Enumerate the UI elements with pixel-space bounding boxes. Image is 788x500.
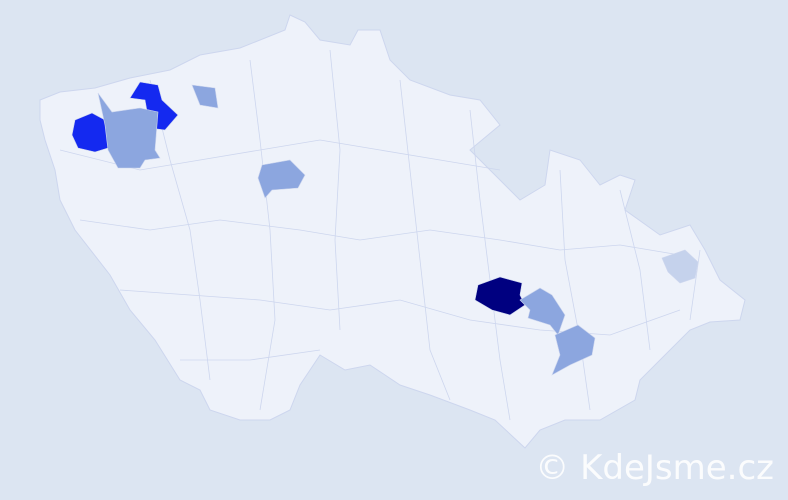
region-most: [97, 92, 161, 169]
region-mlada-boleslav: [257, 159, 306, 199]
district-borders: [59, 49, 701, 421]
region-frydek-mistek: [661, 249, 699, 284]
region-louny: [129, 81, 179, 131]
watermark: © KdeJsme.cz: [535, 448, 774, 488]
country-outline: [39, 14, 746, 449]
region-litomerice: [191, 84, 219, 109]
region-chomutov: [71, 112, 109, 153]
region-hodonin: [551, 324, 596, 376]
